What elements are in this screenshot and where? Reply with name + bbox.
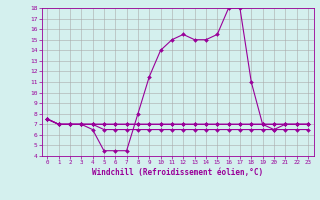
X-axis label: Windchill (Refroidissement éolien,°C): Windchill (Refroidissement éolien,°C) [92, 168, 263, 177]
